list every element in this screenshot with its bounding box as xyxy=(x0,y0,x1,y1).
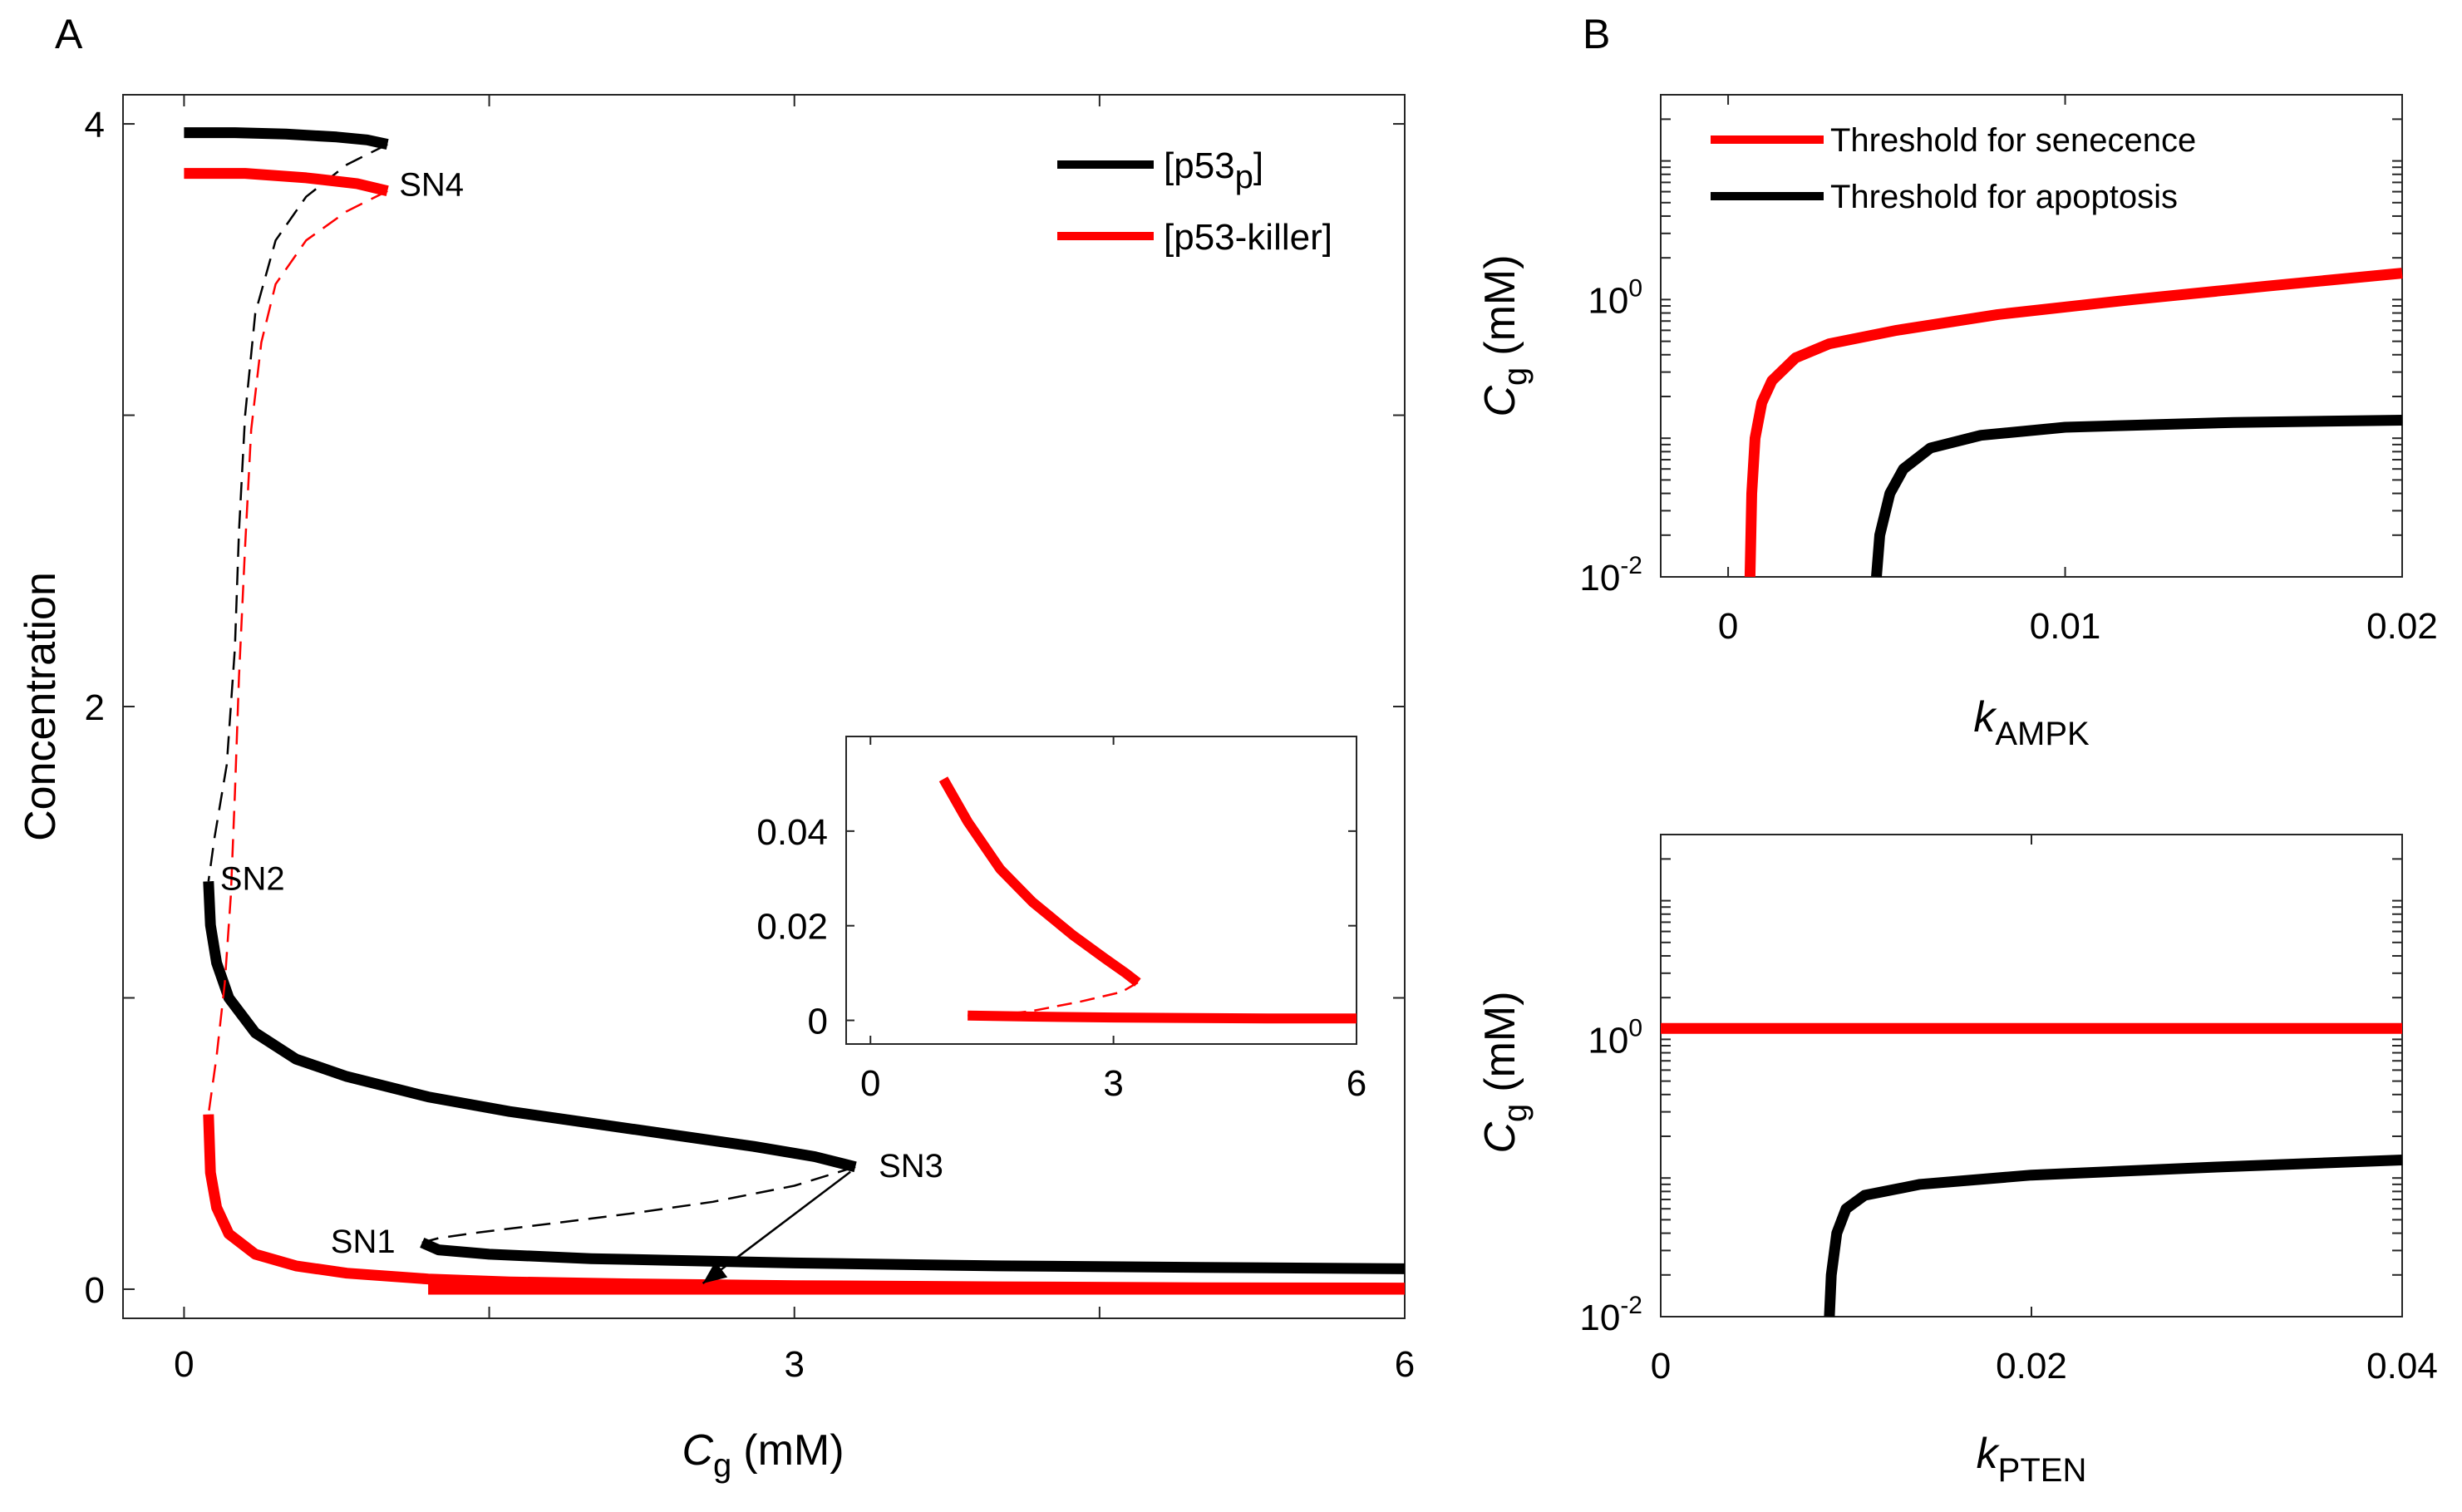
panel-a-series xyxy=(184,127,1406,1295)
x-tick-label: 6 xyxy=(1347,1063,1366,1104)
series-line--p53-p--1 xyxy=(207,143,388,882)
x-tick-label: 0.02 xyxy=(2366,606,2438,647)
zoom-arrow xyxy=(702,1170,851,1284)
annotation-sn2: SN2 xyxy=(220,860,285,897)
x-tick-label: 3 xyxy=(784,1344,804,1385)
panel-a-legend: [p53p] [p53-killer] xyxy=(1057,145,1332,258)
panel-b-top-ticks: 0 0.01 0.02 10-2 100 xyxy=(1579,95,2438,647)
panel-b-bottom: 0 0.02 0.04 10-2 100 Cg(mM) kPTEN xyxy=(1476,834,2438,1489)
x-tick-label: 3 xyxy=(1103,1063,1123,1104)
legend-label-senescence: Threshold for senecence xyxy=(1830,122,2196,159)
series-line-threshold-for-senecence-0 xyxy=(1744,268,2403,578)
y-tick-label: 0 xyxy=(808,1002,828,1042)
panel-b-top-ylabel: Cg(mM) xyxy=(1476,254,1534,416)
y-tick-label: 100 xyxy=(1588,1014,1642,1061)
series-line--p53-p--2 xyxy=(203,881,857,1173)
panel-b-bottom-plot-area xyxy=(1660,834,2403,1317)
panel-letter-a: A xyxy=(55,11,83,57)
series-line-threshold-for-apoptosis-1 xyxy=(1871,415,2403,578)
inset-series xyxy=(938,776,1357,1024)
y-tick-label: 4 xyxy=(85,105,105,145)
x-tick-label: 0 xyxy=(1718,606,1738,647)
x-tick-label: 0.01 xyxy=(2030,606,2101,647)
y-tick-label: 2 xyxy=(85,687,105,728)
arrow-shaft xyxy=(702,1170,851,1284)
y-tick-label: 0 xyxy=(85,1270,105,1311)
y-tick-label: 10-2 xyxy=(1579,552,1642,598)
series-line--p53-p--3 xyxy=(421,1165,856,1244)
panel-b-bottom-xlabel: kPTEN xyxy=(1977,1430,2087,1489)
annotation-sn4: SN4 xyxy=(399,167,464,204)
legend-label-p53p: [p53p] xyxy=(1164,145,1263,195)
legend-label-p53-killer: [p53-killer] xyxy=(1164,217,1332,258)
annotation-sn1: SN1 xyxy=(331,1224,396,1260)
panel-b-top: 0 0.01 0.02 10-2 100 Threshold for senecence… xyxy=(1476,94,2438,752)
panel-b-bottom-series xyxy=(1661,1022,2403,1317)
panel-b-bottom-ticks: 0 0.02 0.04 10-2 100 xyxy=(1579,835,2438,1386)
x-tick-label: 0 xyxy=(860,1063,880,1104)
panel-a-ticks: 0 3 6 0 2 4 xyxy=(85,95,1415,1385)
inset-ticks: 0 3 6 0 0.02 0.04 xyxy=(756,736,1366,1104)
x-tick-label: 0 xyxy=(174,1344,194,1385)
series-line--p53-p--4 xyxy=(420,1237,1406,1274)
x-tick-label: 6 xyxy=(1395,1344,1415,1385)
x-tick-label: 0 xyxy=(1651,1346,1671,1386)
series-line--p53-killer--6 xyxy=(207,190,388,1115)
y-tick-label: 0.02 xyxy=(756,907,828,948)
y-tick-label: 10-2 xyxy=(1579,1292,1642,1338)
legend-label-apoptosis: Threshold for apoptosis xyxy=(1830,179,2178,215)
y-tick-label: 0.04 xyxy=(756,812,828,853)
annotation-sn3: SN3 xyxy=(879,1148,943,1184)
series-line--p53-p--0 xyxy=(184,127,389,150)
panel-b-top-series xyxy=(1744,268,2403,578)
inset-plot-area xyxy=(845,736,1357,1045)
x-tick-label: 0.04 xyxy=(2366,1346,2438,1386)
panel-b-bottom-ylabel: Cg(mM) xyxy=(1476,991,1534,1153)
series-line--p53-killer--2 xyxy=(968,1010,1357,1024)
x-tick-label: 0.02 xyxy=(1996,1346,2067,1386)
panel-a: 0 3 6 0 2 4 SN4 SN2 SN3 SN1 [p53p] [p53-kille… xyxy=(17,94,1415,1484)
y-tick-label: 100 xyxy=(1588,274,1642,321)
series-line-threshold-for-apoptosis-1 xyxy=(1824,1155,2403,1317)
arrow-head xyxy=(702,1261,728,1283)
panel-a-plot-area xyxy=(122,94,1406,1319)
panel-a-ylabel: Concentration xyxy=(17,572,65,841)
series-line--p53-killer--0 xyxy=(938,776,1141,987)
series-line--p53-killer--5 xyxy=(184,168,389,197)
panel-b-top-plot-area xyxy=(1660,94,2403,578)
panel-a-xlabel: Cg (mM) xyxy=(682,1426,844,1484)
panel-b-top-xlabel: kAMPK xyxy=(1973,693,2090,752)
panel-b-top-legend: Threshold for senecence Threshold for ap… xyxy=(1711,122,2196,215)
panel-letter-b: B xyxy=(1583,11,1610,57)
